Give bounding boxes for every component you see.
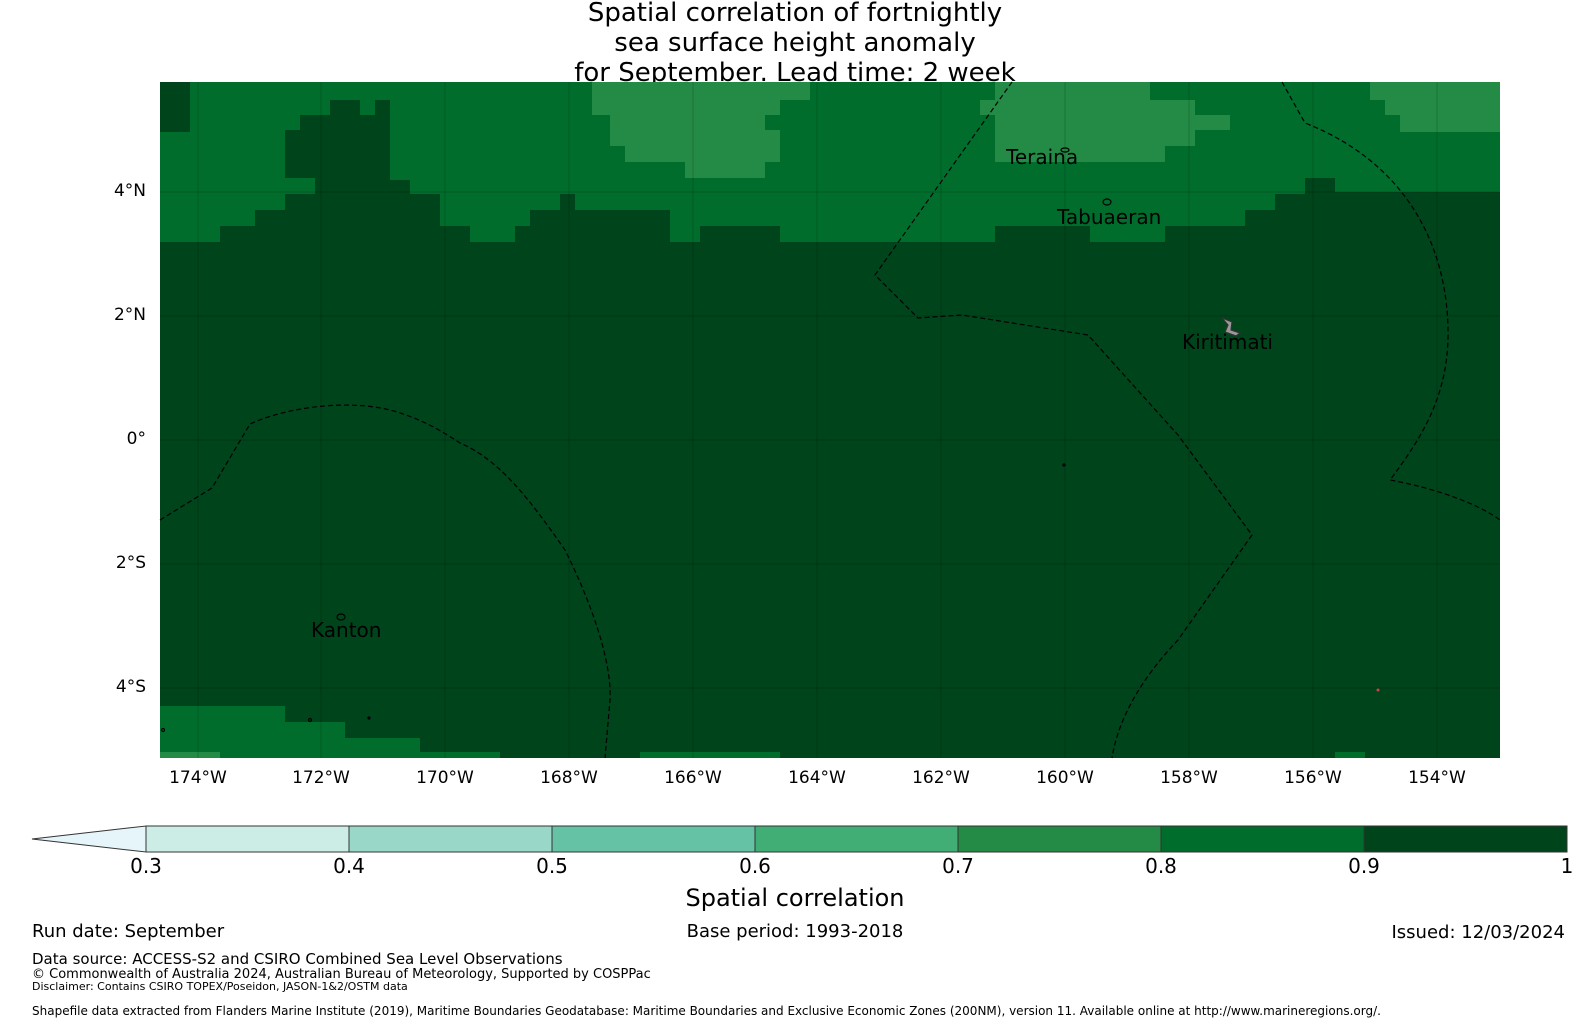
lat-label-4s: 4°S	[115, 677, 146, 697]
colorbar-tick-label: 0.6	[739, 854, 771, 878]
colorbar-tick-label: 0.8	[1145, 854, 1177, 878]
lat-label-2s: 2°S	[115, 553, 146, 573]
title-line-2: sea surface height anomaly	[614, 28, 976, 58]
base-period: Base period: 1993-2018	[686, 921, 904, 942]
lon-label-174w: 174°W	[169, 768, 227, 788]
correlation-patch-south-mid	[640, 752, 780, 758]
map-gridlines	[160, 82, 1500, 758]
copyright: © Commonwealth of Australia 2024, Austra…	[32, 967, 651, 982]
eez-boundary-east	[1281, 81, 1501, 521]
colorbar-label: Spatial correlation	[685, 884, 905, 912]
colorbar-swatch	[348, 825, 553, 853]
correlation-patch-high-north	[285, 100, 390, 178]
colorbar-tick-label: 0.5	[536, 854, 568, 878]
place-label-teraina: Teraina	[1006, 145, 1079, 169]
data-source: Data source: ACCESS-S2 and CSIRO Combine…	[32, 950, 563, 968]
correlation-patch-south-east	[1335, 752, 1365, 758]
eez-boundaries	[159, 81, 1501, 759]
islet-centre	[1062, 463, 1066, 467]
lon-label-170w: 170°W	[416, 768, 474, 788]
colorbar-swatch	[1160, 825, 1365, 853]
lon-label-158w: 158°W	[1160, 768, 1218, 788]
eez-boundary-line-islands	[874, 81, 1253, 759]
colorbar-swatch	[1363, 825, 1568, 853]
shapefile-credit: Shapefile data extracted from Flanders M…	[32, 1004, 1381, 1018]
title-line-1: Spatial correlation of fortnightly	[587, 0, 1003, 28]
colorbar-extension	[31, 825, 147, 853]
islet-south-1	[307, 717, 313, 723]
colorbar-tick-label: 0.7	[942, 854, 974, 878]
lat-label-0: 0°	[126, 429, 146, 449]
correlation-patch-south-light	[160, 752, 220, 758]
lon-label-172w: 172°W	[292, 768, 350, 788]
correlation-patch-light-1	[592, 82, 810, 178]
lon-label-166w: 166°W	[664, 768, 722, 788]
island-teraina	[1060, 147, 1070, 153]
eez-boundary-kanton	[159, 404, 611, 759]
lon-label-164w: 164°W	[788, 768, 846, 788]
island-kiritimati	[1221, 317, 1242, 337]
colorbar-swatches	[31, 825, 1568, 853]
colorbar-tick-label: 0.3	[130, 854, 162, 878]
correlation-patch-light-2	[980, 82, 1230, 162]
lon-label-156w: 156°W	[1284, 768, 1342, 788]
island-outlines	[160, 147, 1380, 733]
lon-label-154w: 154°W	[1408, 768, 1466, 788]
place-label-kiritimati: Kiritimati	[1182, 330, 1273, 354]
correlation-patch-light-3	[1370, 82, 1500, 132]
colorbar-tick-label: 0.4	[333, 854, 365, 878]
correlation-patch-corner	[160, 82, 190, 132]
issued-date: Issued: 12/03/2024	[1391, 922, 1565, 943]
colorbar-swatch	[551, 825, 756, 853]
lon-label-168w: 168°W	[540, 768, 598, 788]
place-label-tabuaeran: Tabuaeran	[1057, 205, 1162, 229]
colorbar-tick-label: 0.9	[1348, 854, 1380, 878]
colorbar-swatch	[957, 825, 1162, 853]
colorbar-swatch	[754, 825, 959, 853]
lon-label-162w: 162°W	[912, 768, 970, 788]
islet-south-3	[160, 727, 166, 733]
place-label-kanton: Kanton	[311, 618, 382, 642]
colorbar-swatch	[145, 825, 350, 853]
colorbar-tick-label: 1	[1560, 854, 1574, 878]
islet-east	[1376, 688, 1380, 692]
island-kanton	[336, 613, 346, 621]
run-date: Run date: September	[32, 921, 225, 942]
island-tabuaeran	[1102, 198, 1112, 206]
disclaimer: Disclaimer: Contains CSIRO TOPEX/Poseido…	[32, 980, 408, 993]
lon-label-160w: 160°W	[1036, 768, 1094, 788]
correlation-band-south	[160, 706, 500, 758]
lat-label-4n: 4°N	[113, 181, 146, 201]
lat-label-2n: 2°N	[113, 305, 146, 325]
islet-south-2	[367, 716, 371, 720]
